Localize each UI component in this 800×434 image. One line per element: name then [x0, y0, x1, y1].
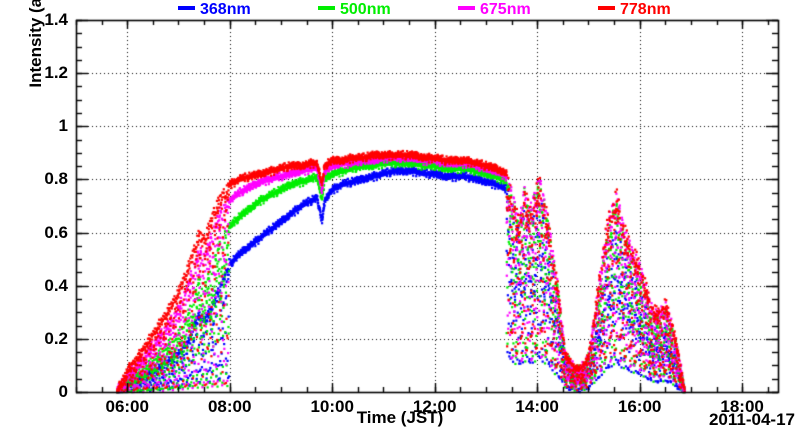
x-tick-label: 08:00 [207, 397, 252, 416]
x-tick-label: 16:00 [617, 397, 662, 416]
y-tick-label: 0.4 [44, 275, 68, 295]
legend-label: 675nm [480, 1, 531, 18]
y-tick-label: 1.2 [44, 63, 68, 83]
legend-item-675nm: 675nm [458, 1, 531, 19]
y-tick-label: 0.2 [44, 328, 68, 348]
x-tick-label: 06:00 [105, 397, 149, 416]
legend-label: 368nm [200, 1, 251, 18]
legend-label: 778nm [620, 1, 671, 18]
x-tick-label: 10:00 [310, 397, 354, 416]
legend-swatch-icon [598, 6, 615, 11]
y-tick-label: 0 [58, 382, 68, 401]
y-tick-label: 0.8 [44, 169, 68, 189]
x-tick-label: 18:00 [720, 397, 764, 416]
legend-swatch-icon [458, 6, 475, 11]
x-tick-label: 12:00 [412, 397, 457, 416]
legend-swatch-icon [178, 6, 195, 11]
legend-label: 500nm [340, 1, 391, 18]
legend-swatch-icon [318, 6, 335, 11]
legend-item-778nm: 778nm [598, 1, 671, 19]
x-axis-title: Time (JST) [356, 408, 444, 427]
y-tick-label: 0.6 [44, 222, 68, 242]
y-tick-label: 1 [58, 116, 68, 136]
legend-item-500nm: 500nm [318, 1, 391, 19]
y-tick-label: 1.4 [44, 10, 68, 29]
legend-item-368nm: 368nm [178, 1, 251, 19]
date-label: 2011-04-17 [708, 410, 795, 429]
x-tick-label: 14:00 [515, 397, 559, 416]
